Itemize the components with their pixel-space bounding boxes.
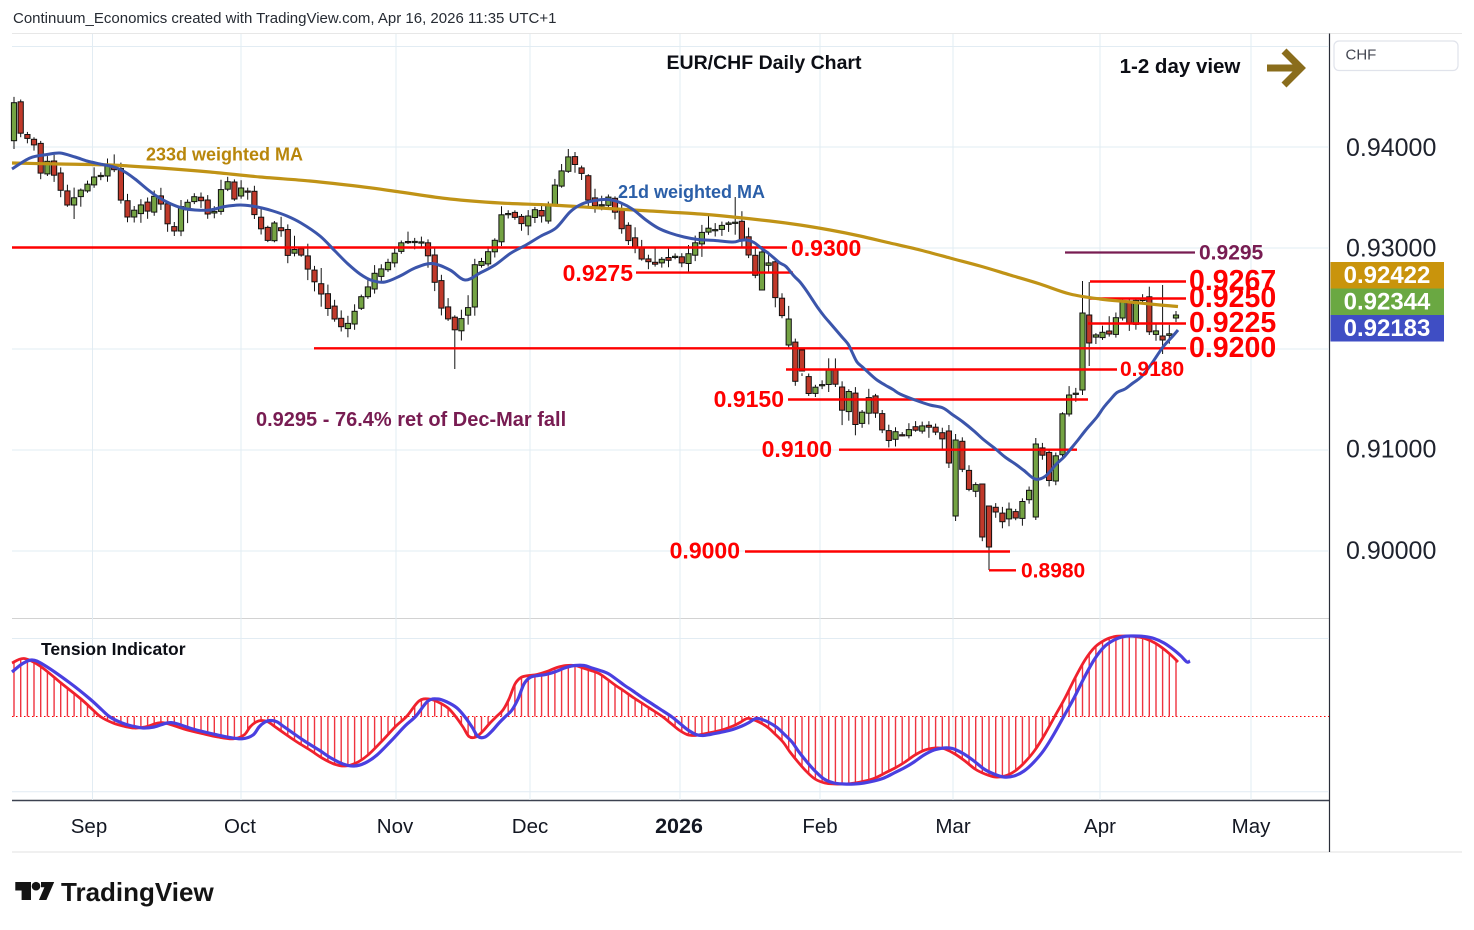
- svg-text:0.9267: 0.9267: [1189, 265, 1276, 297]
- svg-text:0.9250: 0.9250: [1189, 282, 1276, 314]
- svg-text:0.91000: 0.91000: [1346, 436, 1436, 464]
- svg-text:0.9275: 0.9275: [563, 260, 634, 286]
- svg-text:0.90000: 0.90000: [1346, 537, 1436, 565]
- svg-text:Tension Indicator: Tension Indicator: [41, 639, 186, 659]
- svg-text:233d weighted MA: 233d weighted MA: [146, 145, 303, 165]
- svg-text:0.92183: 0.92183: [1344, 315, 1431, 342]
- svg-text:Oct: Oct: [224, 815, 256, 838]
- svg-text:0.9295: 0.9295: [1199, 242, 1264, 265]
- svg-text:0.9295 - 76.4% ret of Dec-Mar: 0.9295 - 76.4% ret of Dec-Mar fall: [256, 409, 566, 431]
- svg-text:Continuum_Economics created wi: Continuum_Economics created with Trading…: [13, 10, 557, 27]
- svg-text:0.94000: 0.94000: [1346, 134, 1436, 162]
- svg-text:Apr: Apr: [1084, 815, 1116, 838]
- svg-text:0.9225: 0.9225: [1189, 307, 1276, 339]
- svg-text:0.8980: 0.8980: [1021, 560, 1085, 583]
- svg-text:0.9200: 0.9200: [1189, 332, 1276, 364]
- svg-text:CHF: CHF: [1346, 47, 1377, 64]
- svg-text:21d weighted MA: 21d weighted MA: [618, 182, 765, 202]
- svg-text:Sep: Sep: [71, 815, 107, 838]
- svg-text:0.92344: 0.92344: [1344, 289, 1431, 316]
- svg-text:0.93000: 0.93000: [1346, 235, 1436, 263]
- svg-text:EUR/CHF Daily Chart: EUR/CHF Daily Chart: [666, 52, 862, 74]
- svg-text:2026: 2026: [655, 814, 703, 838]
- svg-text:Mar: Mar: [935, 815, 970, 838]
- svg-text:0.9150: 0.9150: [714, 386, 784, 412]
- svg-text:0.9100: 0.9100: [762, 436, 832, 462]
- svg-text:0.9300: 0.9300: [791, 235, 861, 261]
- svg-text:May: May: [1232, 815, 1271, 838]
- svg-text:0.9000: 0.9000: [670, 538, 740, 564]
- svg-text:Feb: Feb: [802, 815, 837, 838]
- svg-text:Nov: Nov: [377, 815, 414, 838]
- svg-text:Dec: Dec: [512, 815, 548, 838]
- svg-text:0.92422: 0.92422: [1344, 262, 1431, 289]
- svg-text:0.9180: 0.9180: [1120, 358, 1184, 381]
- svg-text:1-2 day view: 1-2 day view: [1120, 55, 1241, 78]
- svg-text:TradingView: TradingView: [61, 877, 214, 907]
